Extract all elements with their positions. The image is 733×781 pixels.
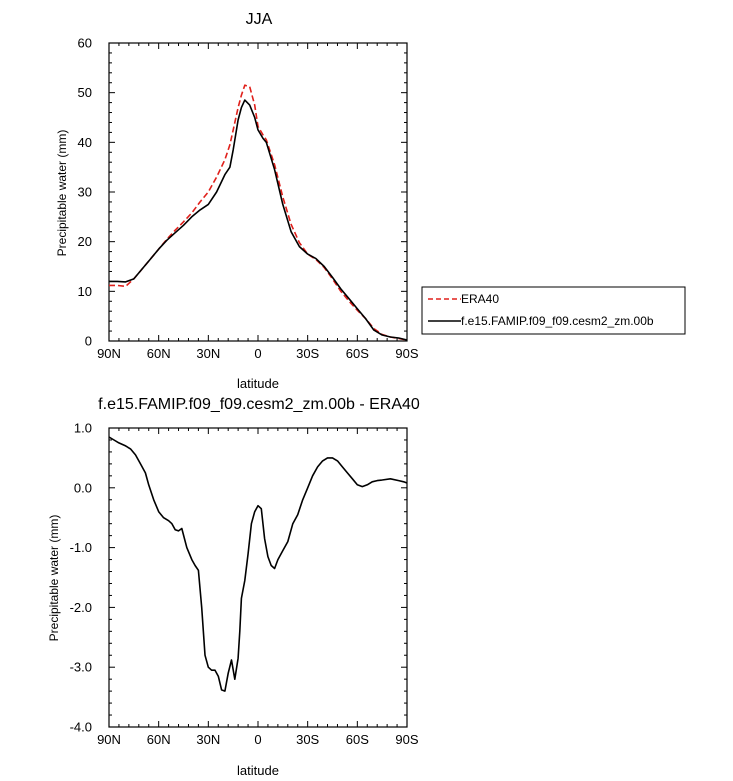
plot-frame bbox=[108, 42, 408, 342]
x-tick-label: 30S bbox=[296, 346, 319, 361]
y-tick-label: 20 bbox=[78, 234, 92, 249]
x-axis-label-difference: latitude bbox=[237, 763, 279, 778]
x-tick-label: 0 bbox=[254, 732, 261, 747]
y-tick-label: 1.0 bbox=[74, 421, 92, 436]
x-tick-label: 30S bbox=[296, 732, 319, 747]
series-line-f-e15-famip-f09-f09-cesm2-zm-00b bbox=[109, 99, 408, 341]
x-tick-label: 60N bbox=[147, 732, 171, 747]
y-tick-label: 10 bbox=[78, 284, 92, 299]
y-tick-label: -4.0 bbox=[70, 720, 92, 735]
legend-label-era40: ERA40 bbox=[461, 292, 499, 306]
x-tick-label: 90N bbox=[97, 346, 121, 361]
y-tick-label: -3.0 bbox=[70, 660, 92, 675]
y-tick-label: -1.0 bbox=[70, 540, 92, 555]
plot-area-bottom: 90N 60N 30N 0 30S 60S 90S -4.0 -3.0 -2.0 -1.0 0.0 1.… bbox=[70, 421, 419, 748]
y-axis-label-difference: Precipitable water (mm) bbox=[47, 515, 61, 642]
y-tick-label: 60 bbox=[78, 36, 92, 51]
x-axis-label: latitude bbox=[237, 376, 279, 391]
series-line-era40 bbox=[109, 84, 408, 341]
chart-title: JJA bbox=[246, 11, 273, 28]
y-axis-label: Precipitable water (mm) bbox=[55, 130, 69, 257]
y-tick-label: 0 bbox=[85, 334, 92, 349]
series-line-difference bbox=[108, 436, 408, 692]
plot-frame bbox=[108, 427, 408, 728]
x-tick-label: 90N bbox=[97, 732, 121, 747]
x-tick-label: 60S bbox=[346, 346, 369, 361]
y-tick-label: 30 bbox=[78, 185, 92, 200]
x-tick-label: 90S bbox=[395, 732, 418, 747]
legend-box bbox=[421, 286, 686, 335]
x-tick-label: 90S bbox=[395, 346, 418, 361]
x-tick-label: 30N bbox=[196, 346, 220, 361]
y-tick-label: 0.0 bbox=[74, 480, 92, 495]
x-tick-label: 30N bbox=[196, 732, 220, 747]
chart-title-difference: f.e15.FAMIP.f09_f09.cesm2_zm.00b - ERA40 bbox=[98, 396, 420, 413]
panel-top: JJA 90N 60N 30N 0 30S 60S 90S 0 10 20 30 40 50 60 Pre… bbox=[55, 11, 419, 391]
x-tick-label: 60N bbox=[147, 346, 171, 361]
y-tick-label: 50 bbox=[78, 85, 92, 100]
y-tick-label: 40 bbox=[78, 135, 92, 150]
x-tick-label: 0 bbox=[254, 346, 261, 361]
plot-area-top: 90N 60N 30N 0 30S 60S 90S 0 10 20 30 40 50 60 bbox=[78, 36, 419, 362]
panel-bottom: f.e15.FAMIP.f09_f09.cesm2_zm.00b - ERA40… bbox=[47, 396, 420, 778]
legend-label-model: f.e15.FAMIP.f09_f09.cesm2_zm.00b bbox=[461, 314, 654, 328]
y-tick-label: -2.0 bbox=[70, 600, 92, 615]
x-tick-label: 60S bbox=[346, 732, 369, 747]
legend: ERA40 f.e15.FAMIP.f09_f09.cesm2_zm.00b bbox=[421, 286, 686, 335]
